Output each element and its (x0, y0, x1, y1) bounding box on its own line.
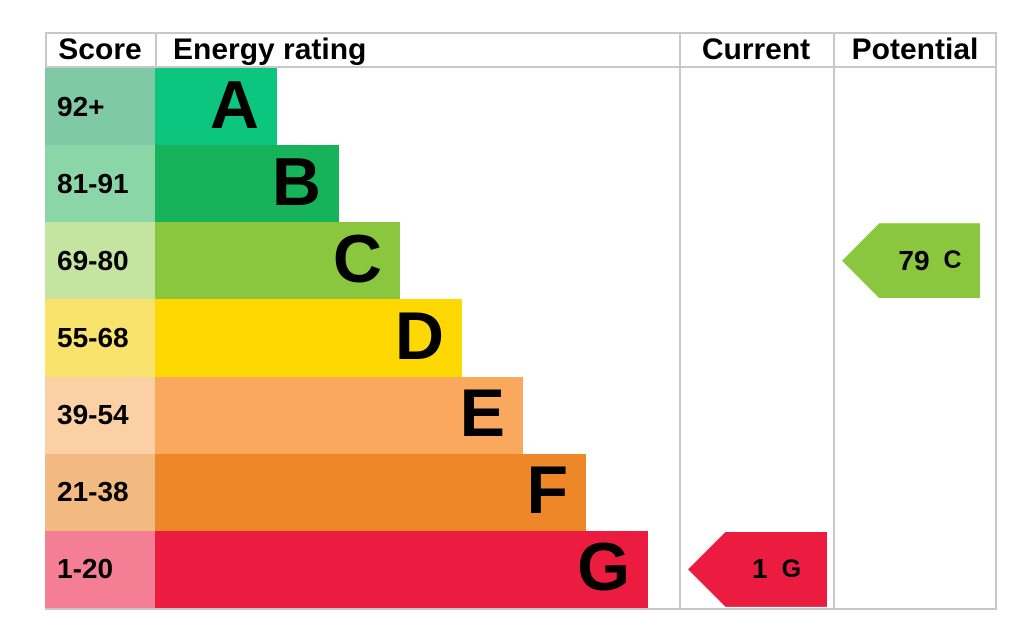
score-range: 69-80 (45, 222, 155, 300)
score-column-divider (155, 32, 157, 68)
potential-column-header: Potential (851, 33, 979, 66)
table-top-border (45, 32, 997, 34)
energy-rating-column-header: Energy rating (173, 33, 367, 66)
current-band-letter: G (781, 554, 802, 583)
table-bottom-border (45, 608, 997, 610)
band-bar: D (155, 297, 462, 377)
band-bar: F (155, 452, 586, 531)
band-bar: B (155, 143, 339, 223)
table-header: Score Energy rating Current Potential (45, 32, 997, 68)
header-bottom-border (45, 66, 997, 68)
current-score-value: 1 (751, 553, 768, 585)
epc-table: Score Energy rating Current Potential 92… (45, 32, 997, 610)
band-letter: E (459, 375, 505, 452)
band-letter: D (394, 297, 444, 374)
score-column-header: Score (58, 33, 142, 66)
band-row-c: 69-80 C (45, 220, 997, 300)
band-bar: E (155, 375, 523, 454)
current-column-divider (679, 32, 681, 610)
band-letter: F (526, 452, 568, 529)
band-row-g: 1-20 G (45, 529, 997, 608)
band-bar: A (155, 66, 277, 146)
score-range: 92+ (45, 68, 155, 146)
band-rows: 92+ A 81-91 B 69-80 C 55-68 D 39-54 E 21… (45, 68, 997, 608)
band-bar: C (155, 220, 400, 300)
potential-column-divider (833, 32, 835, 610)
band-row-d: 55-68 D (45, 297, 997, 377)
band-letter: C (332, 220, 382, 297)
band-letter: B (271, 143, 321, 220)
header-left-border (45, 32, 47, 68)
current-column-header: Current (701, 33, 811, 66)
table-right-border (995, 32, 997, 610)
band-row-e: 39-54 E (45, 375, 997, 454)
band-letter: G (577, 529, 630, 606)
band-bar: G (155, 529, 648, 608)
band-letter: A (209, 66, 259, 143)
score-range: 1-20 (45, 530, 155, 608)
band-row-b: 81-91 B (45, 143, 997, 223)
score-range: 39-54 (45, 376, 155, 454)
score-range: 21-38 (45, 453, 155, 531)
band-row-a: 92+ A (45, 66, 997, 146)
band-row-f: 21-38 F (45, 452, 997, 531)
score-range: 81-91 (45, 145, 155, 223)
potential-rating-arrow: 79 C (842, 223, 980, 299)
score-range: 55-68 (45, 299, 155, 377)
potential-band-letter: C (943, 246, 962, 275)
potential-score-value: 79 (898, 244, 930, 276)
